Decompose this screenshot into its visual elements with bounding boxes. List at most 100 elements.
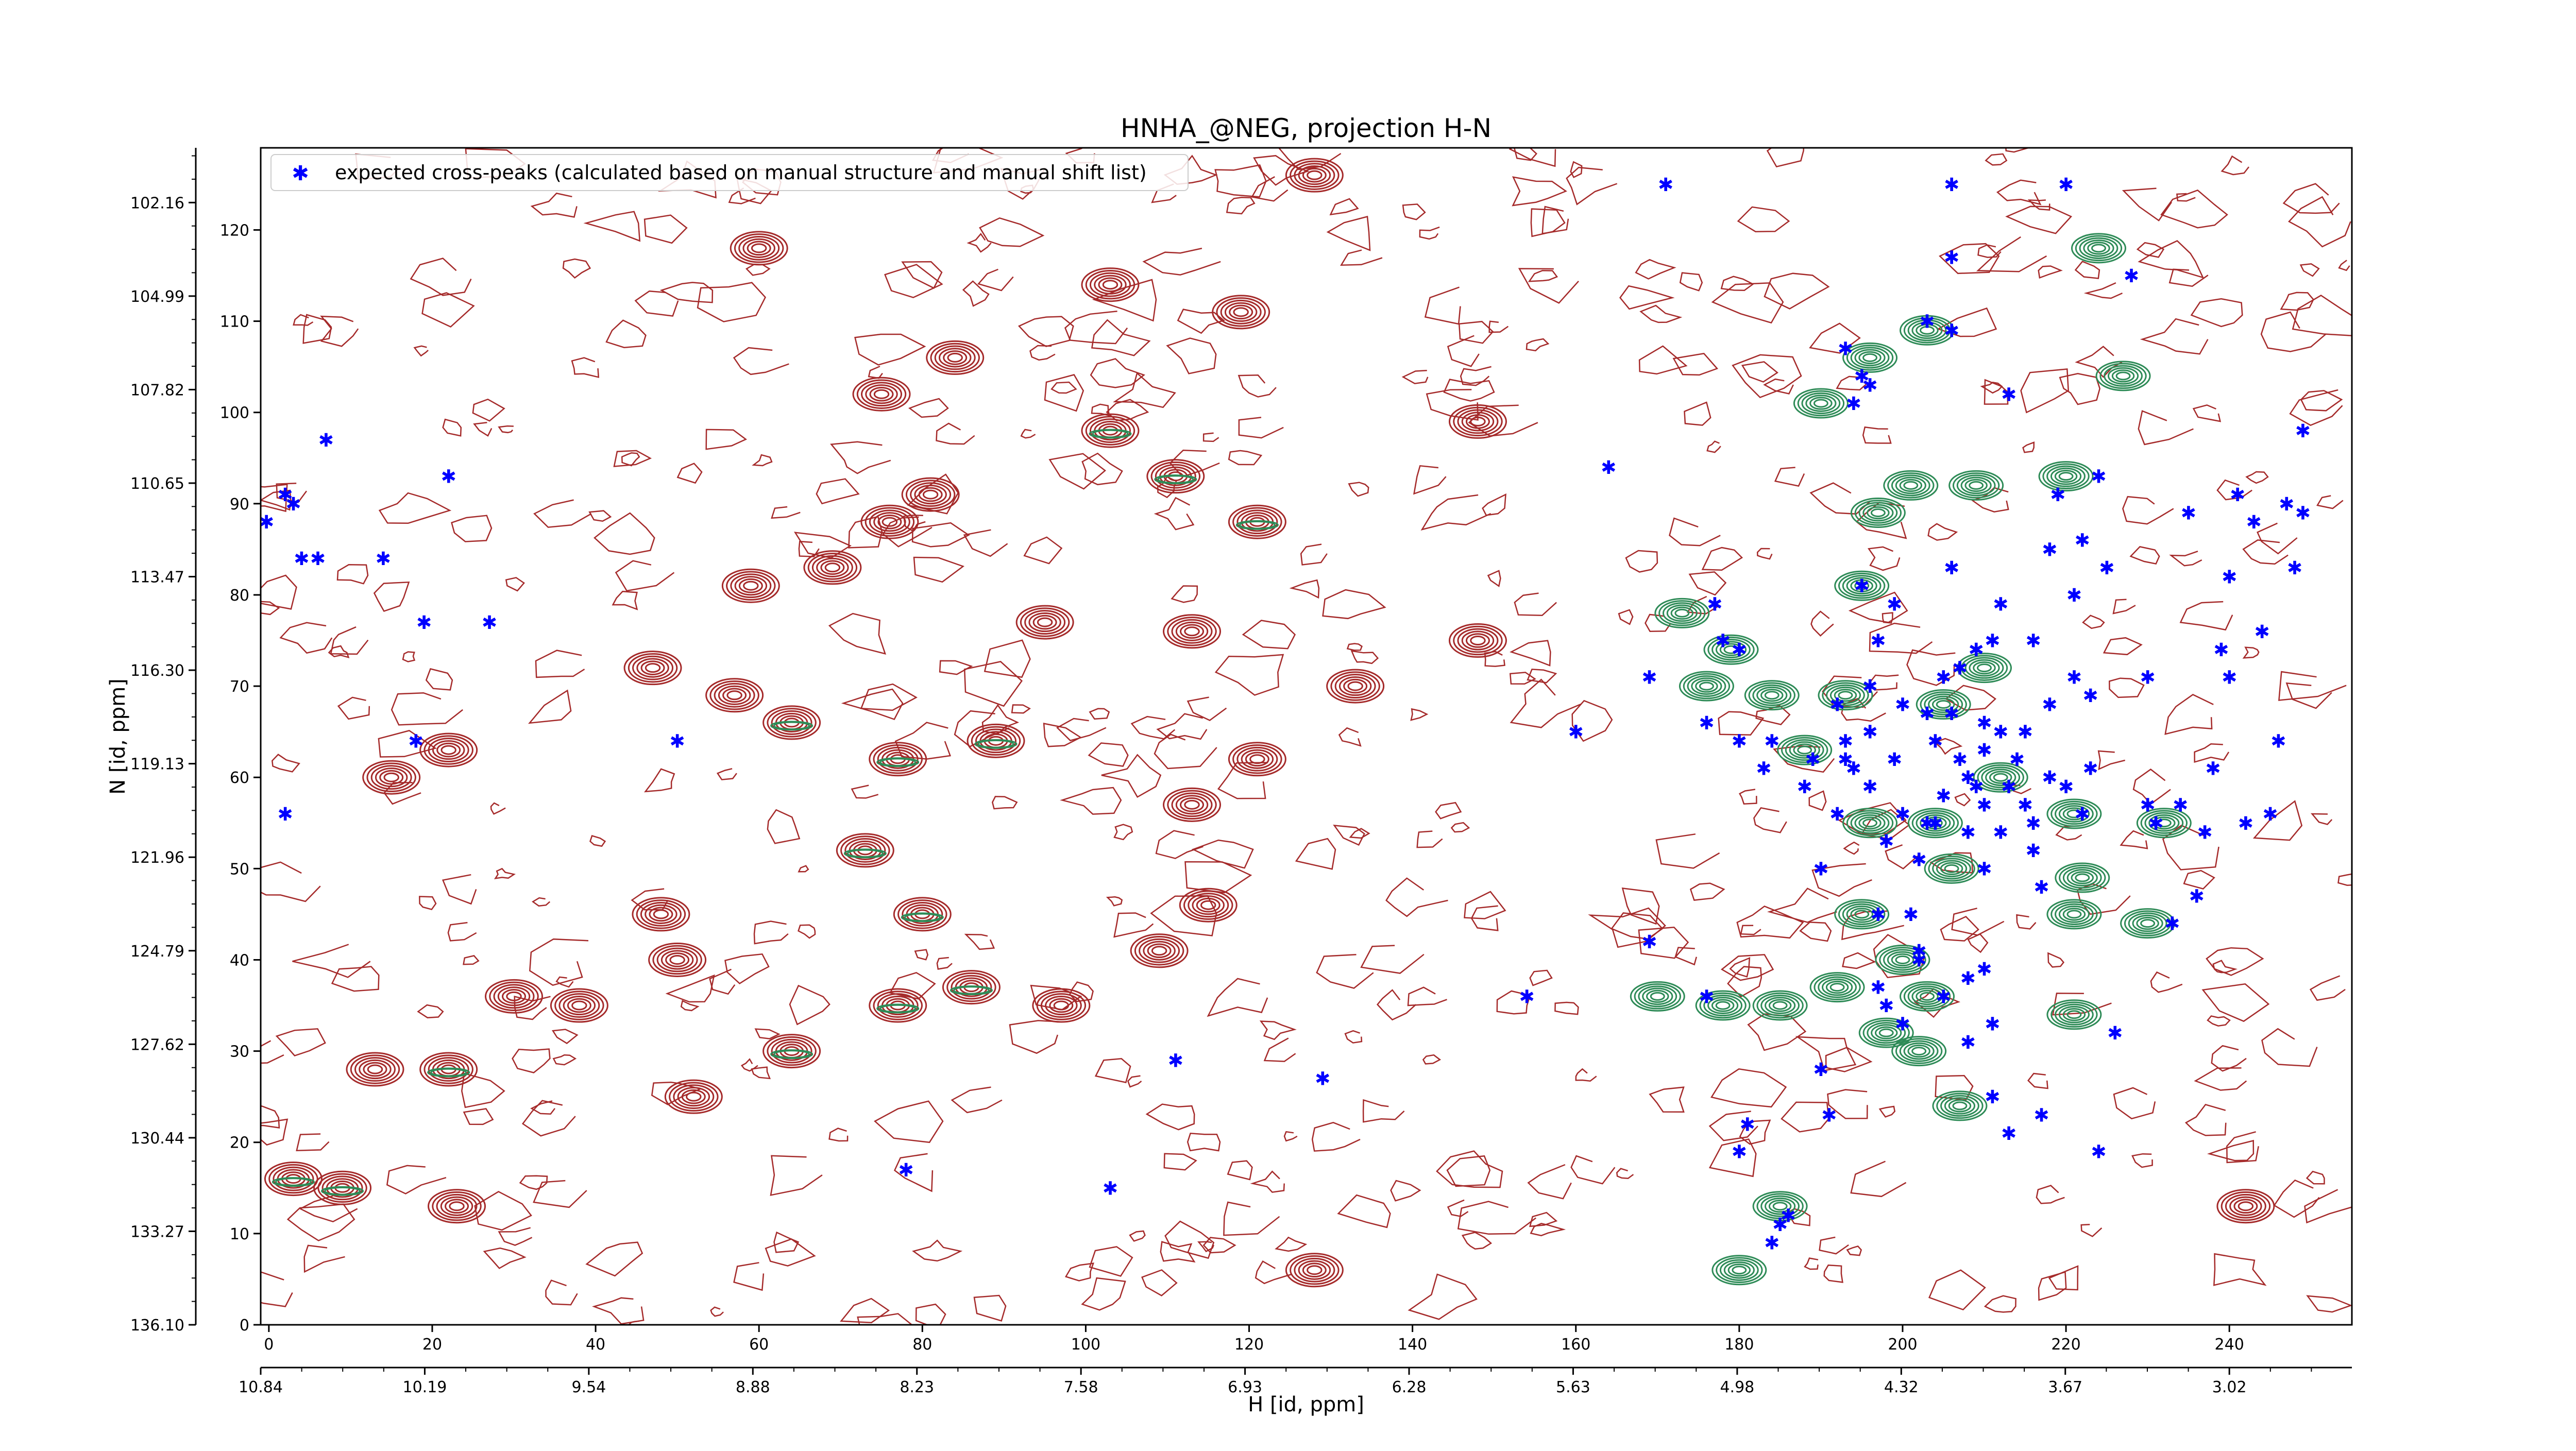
negative-contour-ring xyxy=(1911,987,1943,1005)
positive-contour-ring xyxy=(730,231,788,266)
noise-contour xyxy=(1154,497,1195,531)
negative-contour-ring xyxy=(1850,347,1890,369)
positive-contour-ring xyxy=(1171,792,1213,817)
negative-contour-ring xyxy=(2124,910,2172,936)
contour-peak xyxy=(346,1052,404,1087)
positive-contour-ring xyxy=(816,557,849,577)
noise-contour xyxy=(2309,975,2346,1001)
contour-peak xyxy=(264,1162,323,1197)
contour-peak xyxy=(1973,762,2028,793)
negative-contour-ring xyxy=(1666,604,1698,622)
contour-peak xyxy=(901,477,960,512)
cross-peak-marker: ✱ xyxy=(1805,749,1820,771)
negative-contour-ring xyxy=(1239,520,1276,530)
noise-contour xyxy=(1512,176,1567,207)
noise-contour xyxy=(1214,164,1267,198)
negative-contour-ring xyxy=(2136,808,2192,839)
y-ppm-tick-label: 127.62 xyxy=(130,1036,184,1054)
noise-contour xyxy=(1774,467,1805,487)
noise-contour xyxy=(2038,265,2063,279)
noise-contour xyxy=(535,650,585,678)
negative-contour-ring xyxy=(1936,700,1951,709)
noise-contour xyxy=(279,622,333,654)
cross-peak-marker: ✱ xyxy=(2026,631,2041,652)
contour-peak xyxy=(428,1189,486,1224)
y-ppm-tick-label: 133.27 xyxy=(130,1223,184,1241)
cross-peak-marker: ✱ xyxy=(2238,813,2253,834)
positive-contour-ring xyxy=(1180,797,1205,812)
noise-contour xyxy=(1940,915,1979,942)
noise-contour xyxy=(1625,550,1658,573)
positive-contour-ring xyxy=(726,571,776,601)
noise-contour xyxy=(1333,824,1365,846)
positive-contour-ring xyxy=(354,1057,396,1082)
contour-peak xyxy=(632,897,690,932)
positive-contour-ring xyxy=(1343,678,1368,694)
cross-peak-marker: ✱ xyxy=(2066,585,2082,606)
noise-contour xyxy=(1514,592,1557,617)
contour-peak xyxy=(2120,908,2176,939)
negative-contour-ring xyxy=(1781,737,1828,763)
positive-contour-ring xyxy=(1053,1000,1070,1011)
x-index-tick-label: 120 xyxy=(1234,1336,1264,1354)
noise-contour xyxy=(680,1000,700,1012)
positive-contour-ring xyxy=(1290,1255,1340,1285)
noise-contour xyxy=(765,1238,816,1267)
negative-contour-ring xyxy=(1719,643,1743,656)
positive-contour-ring xyxy=(1236,509,1278,535)
positive-contour-ring xyxy=(1175,621,1209,641)
cross-peak-marker: ✱ xyxy=(1862,375,1877,397)
negative-contour-ring xyxy=(1679,671,1734,702)
x-ppm-axis: 10.84 10.19 9.54 8.88 8.23 7.58 6.93 6.28 5.63 4.… xyxy=(239,1367,2352,1396)
contour-peak xyxy=(942,970,1001,1005)
noise-contour xyxy=(1639,304,1683,323)
noise-contour xyxy=(2221,155,2249,176)
positive-contour-ring xyxy=(1032,614,1057,630)
positive-contour-ring xyxy=(861,382,903,407)
negative-contour-ring xyxy=(1973,762,2028,793)
positive-contour-ring xyxy=(563,995,596,1016)
negative-contour-ring xyxy=(2115,371,2131,381)
positive-contour-ring xyxy=(1200,900,1216,910)
cross-peak-marker: ✱ xyxy=(1732,1141,1747,1163)
cross-peak-marker: ✱ xyxy=(1927,731,1943,752)
negative-contour-ring xyxy=(1683,673,1731,699)
negative-contour-ring xyxy=(1916,812,1955,834)
noise-contour xyxy=(915,1303,946,1325)
positive-contour-ring xyxy=(869,386,894,402)
noise-contour xyxy=(1718,711,1765,736)
cross-peak-marker: ✱ xyxy=(1960,968,1976,989)
noise-contour xyxy=(2299,263,2320,277)
noise-contour xyxy=(1575,1068,1597,1082)
negative-contour-ring xyxy=(1695,990,1751,1021)
negative-contour-ring xyxy=(2091,244,2106,253)
noise-contour xyxy=(908,398,949,418)
positive-contour-ring xyxy=(1302,1262,1327,1278)
x-ppm-tick-label: 3.67 xyxy=(2048,1378,2082,1396)
positive-contour-ring xyxy=(1241,749,1274,769)
contour-peak xyxy=(2046,899,2102,930)
y-ppm-tick-label: 136.10 xyxy=(130,1317,184,1335)
contour-peak xyxy=(1212,295,1270,330)
noise-contour xyxy=(1674,947,1698,966)
noise-contour xyxy=(1655,833,1720,869)
contour-peak xyxy=(893,897,952,932)
noise-contour xyxy=(1701,547,1743,571)
noise-contour xyxy=(292,944,371,978)
positive-contour-ring xyxy=(951,975,992,1000)
noise-contour xyxy=(483,1247,527,1269)
noise-contour xyxy=(293,314,314,326)
positive-contour-ring xyxy=(1224,302,1258,322)
noise-contour xyxy=(2160,189,2228,229)
noise-contour xyxy=(1464,891,1506,919)
negative-contour-ring xyxy=(2046,798,2102,829)
noise-contour xyxy=(2252,800,2303,841)
cross-peak-marker: ✱ xyxy=(2124,266,2139,287)
cross-peak-marker: ✱ xyxy=(2222,667,2237,688)
noise-contour xyxy=(1530,1222,1566,1237)
noise-contour xyxy=(1732,354,1802,399)
noise-contour xyxy=(296,1133,330,1151)
positive-contour-ring xyxy=(648,942,707,977)
negative-contour-ring xyxy=(2099,363,2147,389)
noise-contour xyxy=(473,422,493,437)
